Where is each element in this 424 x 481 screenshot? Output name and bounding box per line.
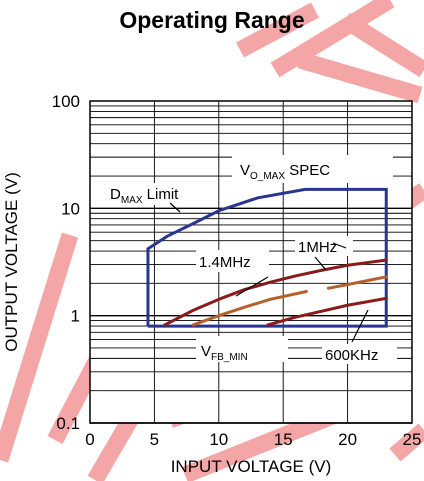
annotation-label: 600KHz: [325, 347, 378, 364]
annotation-leader-line: [351, 309, 369, 343]
annotation-background: [108, 183, 184, 205]
annotation-background: [196, 250, 269, 272]
annotation-leader-line: [169, 202, 181, 213]
annotation-label: DMAX Limit: [110, 186, 179, 206]
annotation-background: [295, 236, 353, 256]
watermark-stroke: [0, 232, 79, 463]
series-line: [326, 275, 388, 290]
y-tick-label: 0.1: [56, 414, 80, 433]
annotation-label: VFB_MIN: [201, 343, 248, 363]
x-tick-label: 10: [209, 430, 228, 449]
x-axis-label: INPUT VOLTAGE (V): [171, 457, 332, 476]
annotation-label: VO_MAX SPEC: [240, 162, 330, 182]
watermark-stroke: [181, 407, 339, 481]
x-tick-label: 20: [338, 430, 357, 449]
operating-region: [146, 187, 388, 328]
annotation-backgrounds: [108, 155, 397, 364]
watermark-stroke: [236, 2, 319, 58]
watermark-stroke: [340, 12, 424, 78]
y-tick-label: 100: [52, 92, 80, 111]
annotations: DMAX Limit VO_MAX SPEC 1.4MHz 1MHz VFB_MIN 60…: [110, 162, 378, 364]
annotation-label: 1MHz: [298, 239, 337, 256]
x-tick-label: 15: [274, 430, 293, 449]
annotation-background: [196, 336, 288, 362]
watermark-stroke: [297, 51, 423, 104]
y-axis-label: OUTPUT VOLTAGE (V): [2, 172, 21, 351]
y-tick-label: 1: [71, 307, 80, 326]
annotation-leader-line: [235, 276, 269, 297]
watermark-stroke: [389, 423, 424, 462]
annotation-leader-line: [314, 256, 327, 271]
x-tick-label: 25: [403, 430, 422, 449]
x-tick-label: 5: [150, 430, 159, 449]
annotation-background: [232, 155, 393, 183]
annotation-label: 1.4MHz: [199, 254, 251, 271]
chart-title: Operating Range: [119, 7, 304, 33]
series-line: [266, 296, 388, 327]
annotation-leader-line: [332, 242, 347, 249]
x-tick-label: 0: [85, 430, 94, 449]
watermark-stroke: [270, 0, 395, 78]
y-tick-label: 10: [61, 199, 80, 218]
annotation-background: [322, 344, 397, 364]
series-line: [191, 289, 308, 327]
plot-frame: [89, 100, 413, 424]
series-lines: [163, 258, 388, 327]
series-line: [163, 258, 388, 327]
tick-labels: 0 5 10 15 20 25 0.1 1 10 100: [52, 92, 422, 449]
operating-region-boundary: [146, 187, 388, 328]
